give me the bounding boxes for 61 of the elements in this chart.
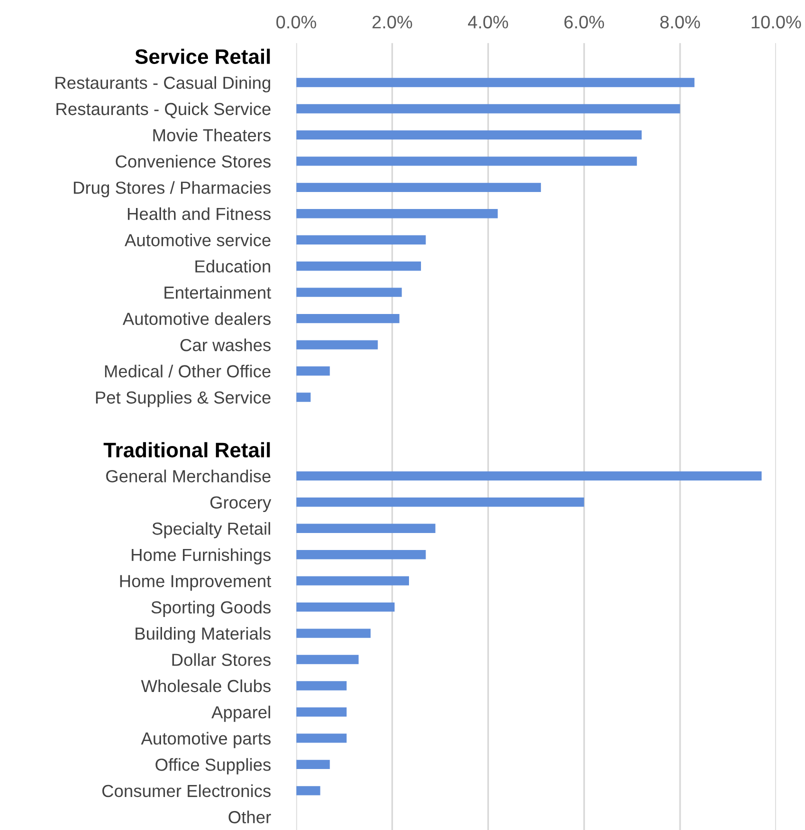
y-tick-label: Automotive parts — [141, 732, 271, 748]
x-tick-label: 0.0% — [276, 16, 316, 28]
bar — [296, 734, 347, 743]
y-tick-label: Other — [228, 810, 271, 824]
y-tick-label: Sporting Goods — [151, 600, 271, 617]
bar — [296, 314, 400, 324]
y-tick-label: Drug Stores / Pharmacies — [74, 181, 271, 198]
y-tick-label: Convenience Stores — [116, 154, 271, 168]
bar — [296, 498, 584, 507]
y-tick-label: Specialty Retail — [152, 522, 270, 538]
bar — [296, 576, 409, 586]
y-tick-label: Pet Supplies & Service — [96, 390, 270, 408]
y-tick-label: Medical / Other Office — [105, 364, 270, 378]
bar — [296, 262, 421, 271]
x-tick-label: 2.0% — [372, 16, 412, 28]
bar — [296, 602, 395, 612]
y-tick-label: Home Furnishings — [132, 548, 271, 564]
bar — [296, 288, 402, 297]
bar — [296, 681, 347, 690]
bar — [296, 760, 330, 770]
y-tick-label: Home Improvement — [120, 575, 272, 591]
y-tick-label: Office Supplies — [156, 758, 271, 774]
y-tick-label: Consumer Electronics — [102, 784, 271, 798]
bar — [296, 366, 330, 376]
y-tick-label: Car washes — [180, 338, 271, 352]
bar — [296, 209, 498, 218]
bar — [296, 524, 436, 533]
bar — [296, 786, 320, 796]
y-tick-label: Traditional Retail — [104, 442, 270, 458]
bar — [296, 156, 637, 166]
y-tick-label: General Merchandise — [106, 470, 270, 482]
x-tick-label: 4.0% — [468, 16, 508, 28]
y-tick-label: Restaurants - Casual Dining — [56, 76, 270, 92]
y-tick-label: Entertainment — [164, 286, 272, 299]
bar — [296, 130, 642, 140]
bar — [296, 471, 762, 481]
x-tick-label: 8.0% — [660, 16, 700, 28]
bar — [296, 235, 426, 244]
bar — [296, 182, 541, 192]
bar — [296, 654, 359, 664]
bar — [296, 628, 371, 638]
bar — [296, 707, 347, 717]
x-tick-label: 6.0% — [564, 16, 604, 28]
y-tick-label: Dollar Stores — [172, 653, 271, 666]
bar — [296, 392, 311, 402]
y-tick-label: Service Retail — [135, 48, 270, 64]
y-tick-label: Building Materials — [136, 627, 271, 644]
y-tick-label: Grocery — [210, 496, 272, 512]
y-tick-label: Wholesale Clubs — [141, 679, 271, 692]
y-tick-label: Education — [195, 260, 270, 273]
y-tick-label: Restaurants - Quick Service — [56, 102, 270, 118]
bar — [296, 550, 426, 560]
y-tick-label: Apparel — [211, 706, 270, 722]
bar — [296, 340, 378, 350]
y-tick-label: Movie Theaters — [153, 128, 271, 142]
x-tick-label: 10.0% — [752, 16, 801, 28]
y-tick-label: Automotive service — [124, 234, 270, 246]
bar — [296, 78, 694, 88]
bar — [296, 104, 680, 114]
y-tick-label: Automotive dealers — [122, 312, 271, 326]
y-tick-label: Health and Fitness — [128, 207, 271, 220]
